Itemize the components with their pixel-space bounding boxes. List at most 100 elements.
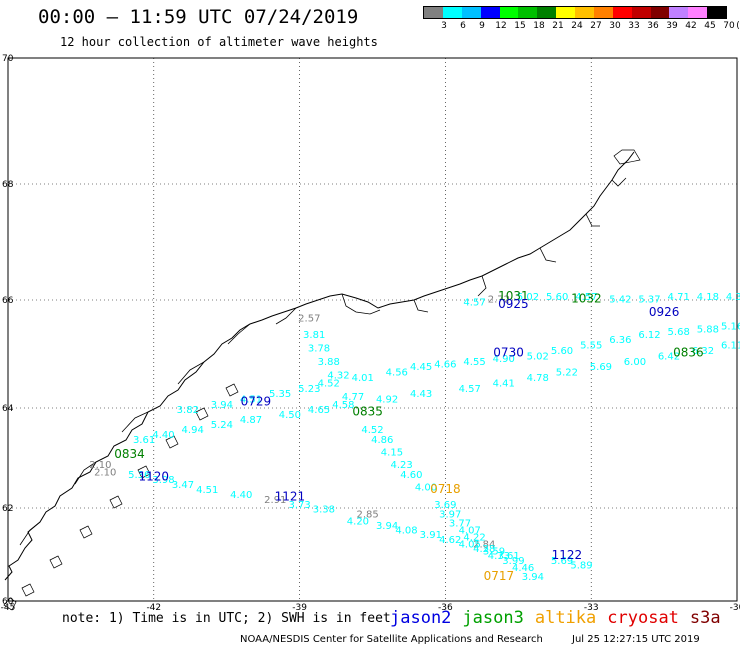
lat-tick-label: 64 <box>2 404 14 414</box>
coastline-islands <box>3 149 641 611</box>
wave-height-value: 3.73 <box>288 500 310 511</box>
wave-height-value: 4.22 <box>463 533 485 544</box>
pass-time-label: 0718 <box>430 482 461 496</box>
wave-height-value: 4.23 <box>391 460 413 471</box>
lon-tick-label: -36 <box>438 603 453 613</box>
wave-height-value: 4.56 <box>386 368 408 379</box>
pass-time-label: 0729 <box>241 394 272 408</box>
greenland-coastline <box>3 149 641 611</box>
wave-height-value: 5.23 <box>298 384 320 395</box>
satellite-legend-item: altika <box>534 608 597 628</box>
legend-label: 42 <box>685 21 697 31</box>
wave-height-value: 4.62 <box>439 535 461 546</box>
pass-time-label: 0926 <box>649 305 680 319</box>
wave-height-value: 2.10 <box>89 460 111 471</box>
wave-height-value: 4.60 <box>400 470 422 481</box>
legend-swatch <box>424 7 443 18</box>
wave-height-value: 4.73 <box>488 551 510 562</box>
wave-height-value: 4.15 <box>381 448 403 459</box>
pass-time-label: 1121 <box>275 490 306 504</box>
legend-label: 21 <box>552 21 564 31</box>
wave-height-value: 4.05 <box>459 540 481 551</box>
wave-height-value: 5.36 <box>128 470 150 481</box>
satellite-legend-item: cryosat <box>607 608 679 628</box>
wave-height-value: 4.43 <box>410 389 432 400</box>
wave-height-value: 2.84 <box>473 540 495 551</box>
wave-height-value: 4.40 <box>152 430 174 441</box>
wave-height-value: 3.81 <box>303 330 325 341</box>
wave-height-value: 4.45 <box>410 362 432 373</box>
wave-height-value: 3.47 <box>172 480 194 491</box>
legend-swatch <box>575 7 594 18</box>
wave-height-value: 5.35 <box>269 389 291 400</box>
wave-height-value: 3.61 <box>497 551 519 562</box>
wave-height-value: 2.10 <box>94 468 116 479</box>
pass-time-labels: 0729 0834 0835 1120 1121 0718 0717 1122 0730 1031… <box>114 289 703 583</box>
wave-height-value: 4.86 <box>371 435 393 446</box>
wave-height-value: 3.98 <box>152 475 174 486</box>
wave-height-value: 4.41 <box>493 378 515 389</box>
legend-unit: (ft) <box>736 21 740 31</box>
wave-height-value: 5.69 <box>590 362 612 373</box>
legend-swatch <box>669 7 689 18</box>
wave-height-value: 3.38 <box>313 505 335 516</box>
satellite-legend: jason2 jason3 altika cryosat s3a <box>390 608 732 628</box>
map-subtitle: 12 hour collection of altimeter wave hei… <box>60 35 378 49</box>
wave-height-value: 5.89 <box>570 560 592 571</box>
legend-swatch <box>461 7 481 18</box>
wave-height-value: 3.77 <box>449 519 471 530</box>
lon-tick-label: -39 <box>292 603 307 613</box>
wave-height-value: 4.00 <box>415 483 437 494</box>
wave-height-value: 4.90 <box>493 354 515 365</box>
map-title: 00:00 – 11:59 UTC 07/24/2019 <box>38 6 359 28</box>
legend-label: 18 <box>533 21 545 31</box>
lat-tick-label: 70 <box>2 54 14 64</box>
wave-height-value: 3.82 <box>177 405 199 416</box>
wave-height-value: 6.32 <box>692 346 714 357</box>
pass-time-label: 0836 <box>673 346 704 360</box>
lat-tick-label: 66 <box>2 296 14 306</box>
legend-swatch <box>707 7 726 18</box>
satellite-legend-item: s3a <box>689 608 721 628</box>
legend-label: 45 <box>704 21 716 31</box>
wave-height-value: 3.59 <box>483 547 505 558</box>
wave-height-value: 4.57 <box>575 292 597 303</box>
pass-time-label: 0834 <box>114 447 145 461</box>
legend-swatch <box>556 7 575 18</box>
wave-height-value: 4.94 <box>182 425 204 436</box>
legend-swatch <box>631 7 651 18</box>
pass-time-label: 0925 <box>498 297 529 311</box>
graticule <box>7 57 738 602</box>
legend-swatch <box>650 7 670 18</box>
wave-height-value: 4.40 <box>230 490 252 501</box>
legend-label: 33 <box>628 21 640 31</box>
wave-height-value: 5.02 <box>527 351 549 362</box>
wave-height-value: 6.00 <box>624 357 646 368</box>
legend-label: 30 <box>609 21 621 31</box>
wave-height-points: 2.103.614.40 4.94 5.24 4.87 4.50 4.65 4.58 4.92… <box>89 292 740 583</box>
wave-height-value: 4.50 <box>279 410 301 421</box>
legend-swatch <box>593 7 613 18</box>
wave-height-value: 4.51 <box>240 395 262 406</box>
wave-height-value: 4.58 <box>332 400 354 411</box>
wave-height-value: 3.91 <box>420 530 442 541</box>
wave-height-value: 3.99 <box>502 556 524 567</box>
wave-height-value: 5.60 <box>551 346 573 357</box>
wave-height-value: 6.36 <box>609 335 631 346</box>
satellite-legend-item: jason2 <box>390 608 452 628</box>
wave-height-value: 3.94 <box>211 400 233 411</box>
wave-height-value: 5.60 <box>546 292 568 303</box>
wave-height-value: 5.42 <box>609 295 631 306</box>
wave-height-value: 3.88 <box>318 357 340 368</box>
wave-height-value: 3.94 <box>522 572 544 583</box>
wave-height-value: 4.57 <box>463 297 485 308</box>
wave-height-value: 5.69 <box>551 556 573 567</box>
pass-time-label: 1122 <box>552 548 583 562</box>
wave-height-value: 5.55 <box>580 341 602 352</box>
lat-tick-label: 60 <box>2 597 14 607</box>
wave-height-value: 4.77 <box>342 392 364 403</box>
footer-credit: NOAA/NESDIS Center for Satellite Applica… <box>240 634 543 645</box>
wave-height-value: 2.91 <box>264 495 286 506</box>
pass-time-label: 1120 <box>139 470 170 484</box>
